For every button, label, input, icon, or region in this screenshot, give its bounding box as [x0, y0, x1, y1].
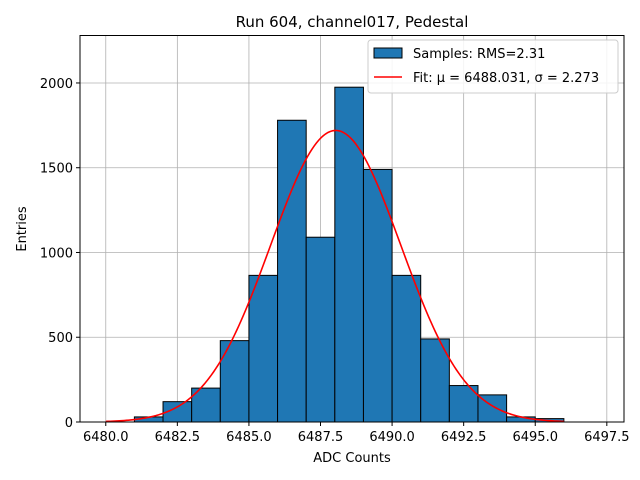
y-tick-label: 0 [65, 416, 73, 431]
y-tick-label: 1000 [40, 246, 73, 261]
legend-samples-patch [373, 47, 403, 59]
legend-fit-label: Fit: μ = 6488.031, σ = 2.273 [413, 71, 599, 86]
y-tick-label: 500 [48, 331, 73, 346]
y-axis-label: Entries [15, 206, 30, 252]
x-axis-label: ADC Counts [313, 451, 391, 466]
x-tick-label: 6490.0 [369, 430, 415, 445]
x-tick-label: 6482.5 [155, 430, 201, 445]
histogram-bar [305, 236, 336, 423]
x-tick-label: 6497.5 [584, 430, 630, 445]
x-tick-label: 6492.5 [441, 430, 487, 445]
fit-curve-layer [105, 129, 564, 423]
histogram-bar [248, 274, 279, 423]
y-tick-label: 1500 [40, 162, 73, 177]
x-tick-label: 6485.0 [226, 430, 272, 445]
histogram-bar [362, 168, 393, 423]
fit-curve [105, 129, 564, 423]
x-tick-label: 6487.5 [298, 430, 344, 445]
x-tick-label: 6495.0 [512, 430, 558, 445]
chart-title: Run 604, channel017, Pedestal [236, 13, 469, 31]
histogram-bar [420, 338, 450, 423]
histogram-bar [391, 274, 422, 423]
plot-frame [79, 35, 625, 423]
legend-box [367, 39, 619, 94]
legend: Samples: RMS=2.31 Fit: μ = 6488.031, σ =… [367, 39, 619, 94]
x-axis-ticks: 6480.0 6482.5 6485.0 6487.5 6490.0 6492.5 6495… [83, 422, 630, 445]
y-tick-label: 2000 [40, 77, 73, 92]
x-tick-label: 6480.0 [83, 430, 129, 445]
legend-samples-label: Samples: RMS=2.31 [413, 47, 545, 62]
y-axis-ticks: 0 500 1000 1500 2000 [40, 77, 80, 431]
